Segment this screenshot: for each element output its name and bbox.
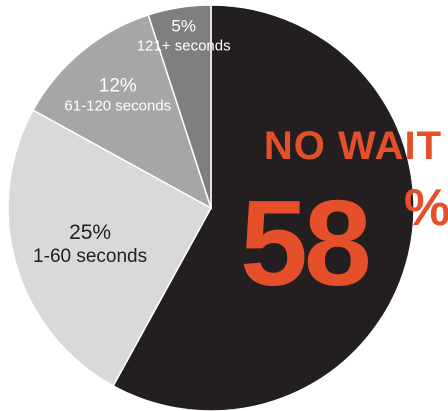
slice-percent-label: 12% <box>99 75 137 96</box>
slice-percent-label: 25% <box>69 221 111 244</box>
pie-slices <box>7 4 415 411</box>
pie-slice-61-120-seconds <box>32 13 213 210</box>
pie-labels: 25%1-60 seconds 12%61-120 seconds 5% 121+ s… <box>33 17 231 268</box>
slice-percent-label: 5% <box>171 17 196 36</box>
slice-description-label: 1-60 seconds <box>33 246 147 267</box>
slice-description-label: 61-120 seconds <box>64 97 171 114</box>
callout-value: 58 <box>240 175 369 311</box>
pie-slice-1-60-seconds <box>7 109 213 387</box>
callout-heading: NO WAIT <box>264 124 442 168</box>
callout-suffix: % <box>404 179 448 237</box>
pie-slice-121-seconds <box>147 4 212 209</box>
slice-description-label: 121+ seconds <box>137 38 231 55</box>
